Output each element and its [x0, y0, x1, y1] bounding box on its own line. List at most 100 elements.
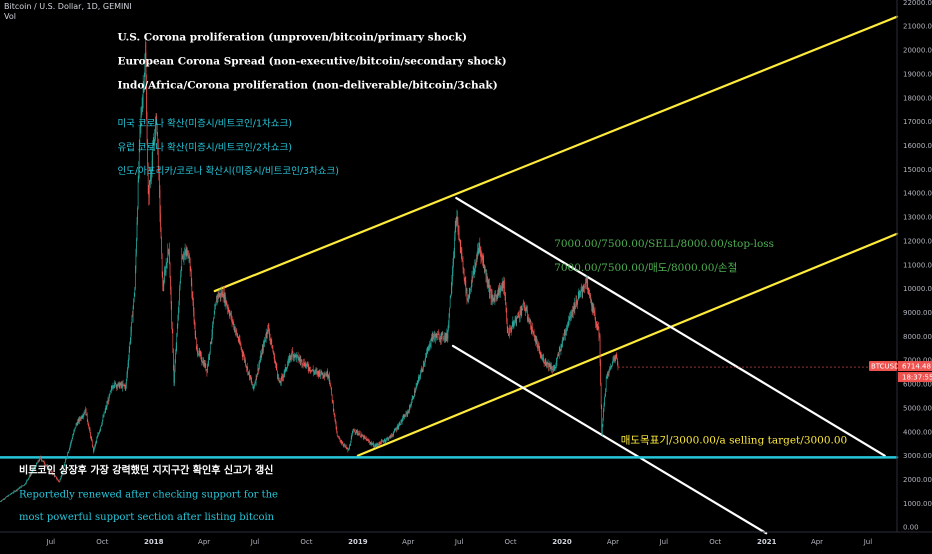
candle-body	[595, 318, 596, 323]
candle-body	[222, 292, 223, 295]
candle-body	[301, 360, 302, 361]
candle-body	[205, 364, 206, 367]
candle-body	[608, 374, 609, 375]
candle-body	[252, 383, 253, 385]
candle-body	[105, 408, 106, 411]
candle-body	[162, 277, 163, 287]
candle-body	[464, 279, 465, 284]
candle-body	[185, 251, 186, 253]
volume-label[interactable]: Vol	[4, 12, 16, 21]
candle-body	[339, 438, 340, 439]
x-tick-label: Apr	[198, 538, 210, 546]
candle-body	[326, 374, 327, 375]
candle-body	[39, 458, 40, 461]
candle-body	[368, 440, 369, 441]
candle-body	[407, 412, 408, 414]
symbol-tag-label: BTCUSD	[871, 363, 900, 371]
candle-body	[97, 437, 98, 439]
candle-body	[161, 238, 162, 253]
candle-body	[177, 326, 178, 334]
candle-body	[552, 369, 553, 370]
candle-body	[186, 252, 187, 254]
candle-body	[86, 409, 87, 415]
candle-body	[304, 362, 305, 365]
candle-body	[299, 358, 300, 359]
candle-body	[367, 439, 368, 441]
candle-body	[107, 404, 108, 405]
candle-body	[518, 314, 519, 316]
candle-body	[118, 383, 119, 384]
symbol-header[interactable]: Bitcoin / U.S. Dollar, 1D, GEMINI	[4, 2, 132, 11]
candle-body	[491, 295, 492, 299]
candle-body	[493, 298, 494, 299]
y-tick-label: 18000.00	[903, 94, 932, 102]
candle-body	[370, 443, 371, 444]
candle-body	[179, 289, 180, 301]
candle-body	[21, 487, 22, 488]
candle-body	[521, 310, 522, 314]
candle-body	[136, 254, 137, 269]
candle-body	[238, 337, 239, 340]
candle-body	[273, 348, 274, 351]
candle-body	[3, 499, 4, 500]
candle-body	[528, 317, 529, 319]
candle-body	[498, 290, 499, 295]
candle-body	[581, 289, 582, 290]
candle-body	[269, 328, 270, 333]
candle-body	[37, 463, 38, 464]
candle-body	[13, 493, 14, 494]
candle-body	[148, 194, 149, 198]
candle-body	[343, 443, 344, 444]
candle-body	[351, 435, 352, 438]
candle-body	[497, 295, 498, 297]
candle-body	[306, 365, 307, 366]
candle-body	[115, 383, 116, 386]
candle-body	[116, 385, 117, 386]
candle-body	[217, 295, 218, 302]
candle-body	[223, 297, 224, 298]
candle-body	[532, 327, 533, 330]
candle-body	[598, 326, 599, 329]
candle-body	[190, 271, 191, 272]
candle-body	[183, 258, 184, 259]
candle-body	[331, 386, 332, 388]
candle-body	[455, 228, 456, 237]
candle-body	[137, 222, 138, 239]
candle-body	[361, 435, 362, 436]
candle-body	[307, 363, 308, 364]
candle-body	[582, 291, 583, 292]
candle-body	[450, 295, 451, 298]
candle-body	[279, 378, 280, 382]
candle-body	[60, 480, 61, 482]
candle-body	[76, 424, 77, 425]
candle-body	[576, 300, 577, 306]
candle-body	[534, 332, 535, 335]
candle-body	[458, 222, 459, 232]
candle-body	[452, 272, 453, 281]
y-tick-label: 10000.00	[903, 285, 932, 293]
candle-body	[163, 286, 164, 287]
candle-body	[15, 491, 16, 492]
candle-body	[486, 276, 487, 277]
candle-body	[383, 441, 384, 442]
candle-body	[430, 346, 431, 348]
candle-body	[37, 463, 38, 464]
candle-body	[314, 372, 315, 373]
x-tick-label: Jul	[250, 538, 260, 546]
candle-body	[285, 368, 286, 370]
candle-body	[542, 358, 543, 359]
candle-body	[23, 485, 24, 486]
candle-body	[347, 448, 348, 449]
candle-body	[23, 485, 24, 486]
candle-body	[305, 364, 306, 367]
candle-body	[553, 369, 554, 370]
candle-body	[471, 288, 472, 290]
candle-body	[457, 217, 458, 222]
candle-body	[563, 337, 564, 338]
candle-body	[203, 361, 204, 366]
candle-body	[412, 396, 413, 398]
candle-body	[432, 333, 433, 340]
candle-body	[88, 423, 89, 426]
